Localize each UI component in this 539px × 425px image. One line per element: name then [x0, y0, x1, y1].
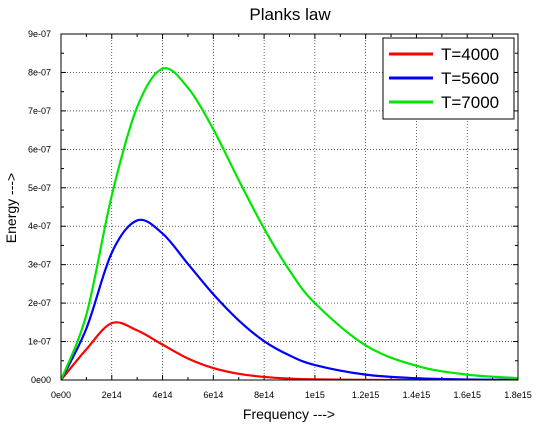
tick-labels: 0e00 2e14 4e14 6e14 8e14 1e15 1.2e15 1.4e15 1.6e…: [28, 29, 532, 400]
y-tick-label: 4e-07: [28, 221, 51, 231]
legend-item: T=5600: [389, 69, 499, 88]
x-tick-label: 2e14: [102, 390, 122, 400]
series-line-2: [61, 218, 518, 380]
chart-title: Planks law: [249, 5, 331, 24]
x-tick-label: 6e14: [203, 390, 223, 400]
x-tick-label: 1.6e15: [453, 390, 481, 400]
legend-item: T=7000: [389, 93, 499, 112]
legend-label: T=4000: [441, 45, 499, 64]
y-tick-label: 2e-07: [28, 298, 51, 308]
legend: T=4000 T=5600 T=7000: [382, 37, 515, 120]
x-tick-label: 1.2e15: [352, 390, 380, 400]
x-tick-label: 4e14: [153, 390, 173, 400]
x-axis-label: Frequency --->: [243, 406, 335, 422]
legend-item: T=4000: [389, 45, 499, 64]
y-tick-label: 6e-07: [28, 144, 51, 154]
x-tick-label: 1.8e15: [504, 390, 532, 400]
y-tick-label: 8e-07: [28, 67, 51, 77]
y-axis-label: Energy --->: [3, 173, 19, 243]
y-tick-label: 7e-07: [28, 106, 51, 116]
plot-area-frame: [60, 33, 519, 381]
y-tick-label: 1e-07: [28, 337, 51, 347]
y-tick-label: 0e00: [31, 375, 51, 385]
x-tick-label: 8e14: [254, 390, 274, 400]
grid: [61, 34, 518, 380]
series-line-3: [61, 67, 518, 380]
x-tick-label: 1.4e15: [403, 390, 431, 400]
y-tick-label: 3e-07: [28, 260, 51, 270]
legend-label: T=7000: [441, 93, 499, 112]
legend-label: T=5600: [441, 69, 499, 88]
x-tick-label: 0e00: [51, 390, 71, 400]
x-tick-label: 1e15: [305, 390, 325, 400]
y-tick-label: 5e-07: [28, 183, 51, 193]
y-tick-label: 9e-07: [28, 29, 51, 39]
